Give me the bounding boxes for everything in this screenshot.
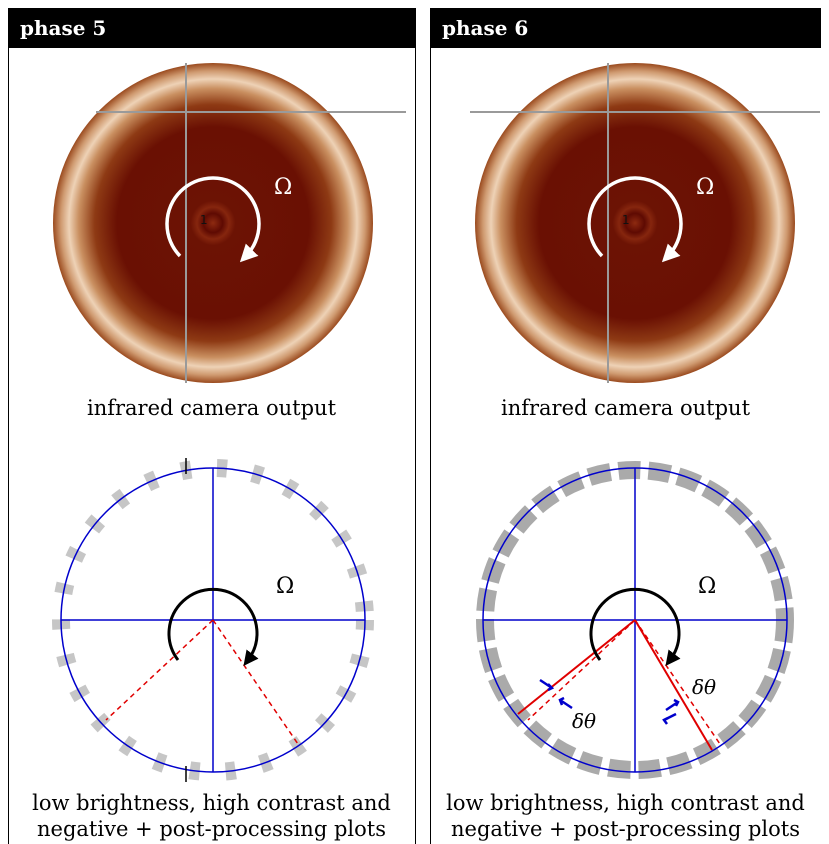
plot-caption-line-2: negative + post-processing plots [37,817,386,841]
plot-caption-line-1: low brightness, high contrast and [32,791,391,815]
phase-6-figure: 1 Ω Ω δθ δθ [470,63,820,779]
panel-title: phase 5 [8,8,415,48]
infrared-image: 1 [470,63,820,383]
panel-phase-6: phase 6 1 Ω [430,8,821,844]
rotation-arrow-white [165,176,261,263]
dashed-line-left [105,619,214,721]
center-marker: 1 [200,213,208,227]
delta-theta-arrowhead-left-2 [558,696,565,706]
omega-label-ir: Ω [696,175,714,200]
ir-caption: infrared camera output [500,396,751,420]
ir-disk [475,63,795,383]
ir-disk [53,63,373,383]
panel-title: phase 6 [430,8,821,48]
panel-left-border [430,8,431,844]
rotation-arrow-white [587,176,683,263]
delta-theta-arrowhead-left-1 [547,683,555,692]
delta-theta-arrow-left-2 [559,698,573,710]
plot-caption-line-2: negative + post-processing plots [451,817,800,841]
delta-theta-arrowhead-right-2 [662,716,669,725]
infrared-image: 1 [53,63,406,383]
center-marker: 1 [622,213,630,227]
delta-theta-arrowhead-right-1 [673,698,680,707]
solid-line-right [634,619,713,751]
delta-theta-label-left: δθ [572,709,596,733]
rotation-arrow-black [167,587,259,666]
rotation-arrow-black [589,587,681,666]
phase-5-figure: 1 Ω Ω [52,63,406,782]
panel-right-border [415,8,416,844]
ir-caption: infrared camera output [86,396,337,420]
panel-phase-5: phase 5 [8,8,416,844]
omega-label-plot: Ω [276,574,294,599]
dashed-line-left [527,619,636,721]
plot-caption-line-1: low brightness, high contrast and [446,791,805,815]
delta-theta-label-right: δθ [692,675,716,699]
omega-label-plot: Ω [698,574,716,599]
panel-left-border [8,8,9,844]
processed-plot [476,461,794,779]
processed-plot [52,458,374,782]
dashed-line-right [634,619,721,745]
dashed-line-right [212,619,299,745]
solid-line-left [517,619,636,715]
omega-label-ir: Ω [274,175,292,200]
